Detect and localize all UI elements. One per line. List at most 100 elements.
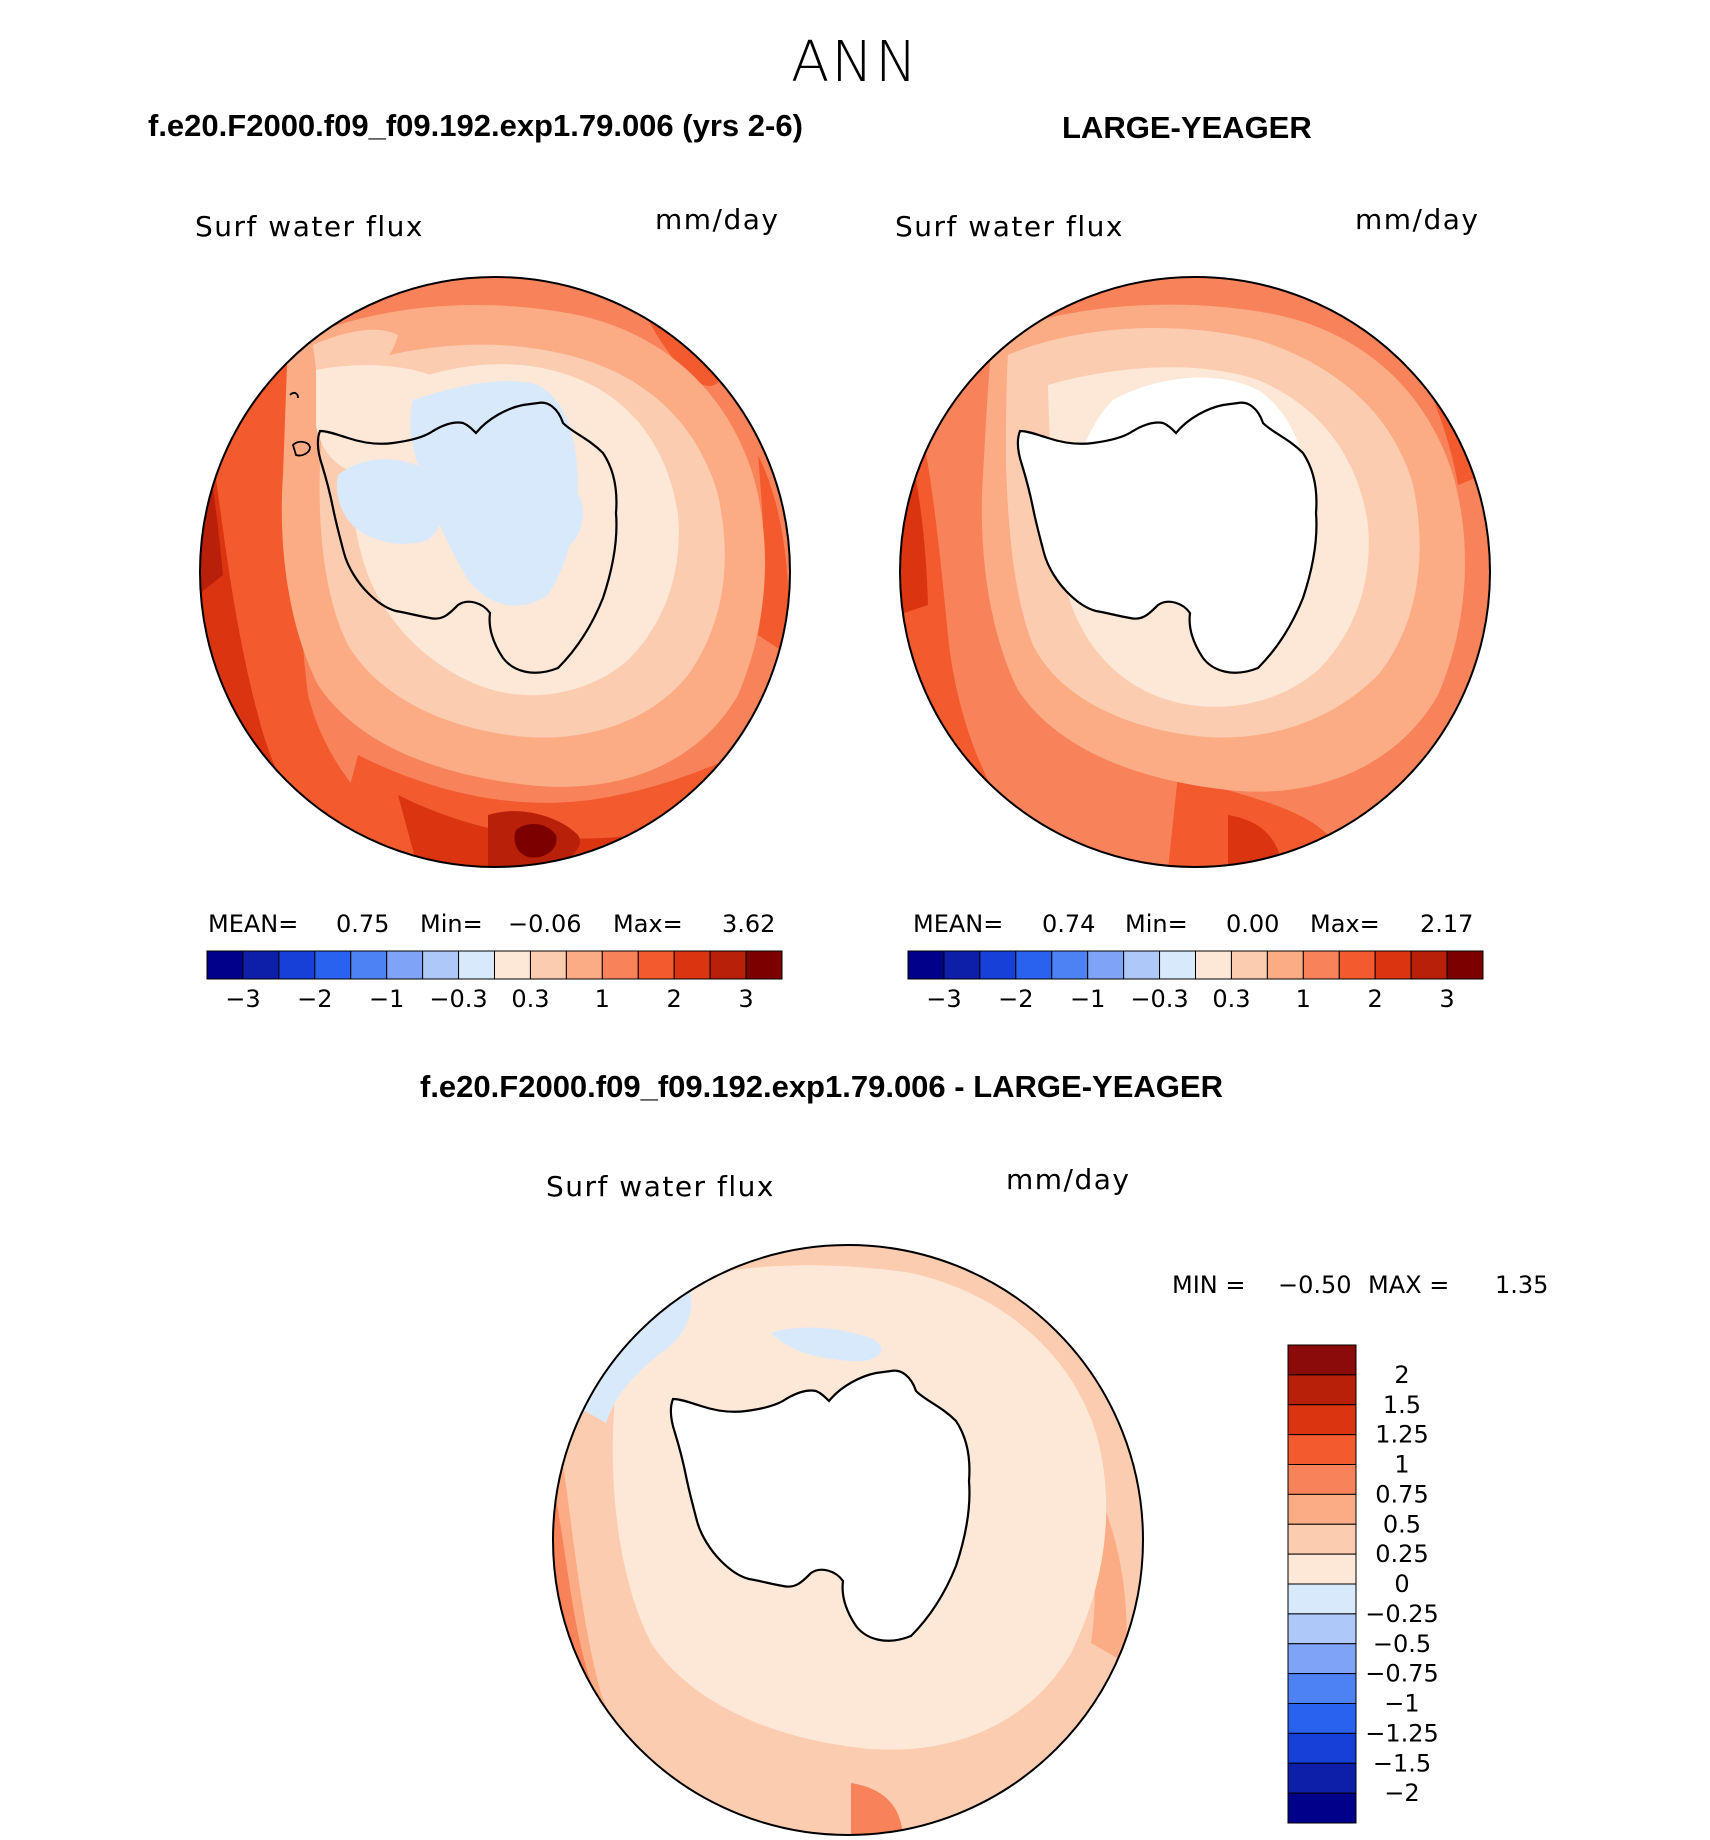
right-mean-label: MEAN= <box>913 910 1004 938</box>
left-colorbar-swatch <box>637 950 675 980</box>
left-colorbar-swatch <box>709 950 747 980</box>
right-max-label: Max= <box>1310 910 1380 938</box>
right-colorbar-swatch <box>1230 950 1268 980</box>
right-colorbar-swatch <box>1195 950 1232 980</box>
left-colorbar-swatch <box>673 950 711 980</box>
diff-colorbar-tick-label: 0.75 <box>1375 1480 1428 1508</box>
figure-title: ANN <box>790 30 920 95</box>
left-colorbar-tick-label: −2 <box>297 985 332 1013</box>
diff-colorbar-swatch <box>1287 1464 1357 1495</box>
diff-colorbar-swatch <box>1287 1732 1357 1764</box>
left-max-value: 3.62 <box>722 910 776 938</box>
left-colorbar-swatch <box>529 950 567 980</box>
left-mean-label: MEAN= <box>208 910 299 938</box>
right-colorbar-tick-label: −2 <box>998 985 1033 1013</box>
left-colorbar: −3 −2 −1 −0.3 0.3 1 2 3 <box>206 950 783 1013</box>
diff-min-label: MIN = <box>1172 1271 1246 1299</box>
diff-colorbar-tick-label: −0.25 <box>1365 1600 1439 1628</box>
right-colorbar-swatch <box>1266 950 1304 980</box>
left-colorbar-swatch <box>242 950 280 980</box>
diff-colorbar-tick-label: −0.5 <box>1373 1630 1431 1658</box>
right-min-value: 0.00 <box>1226 910 1280 938</box>
diff-colorbar-tick-label: −1.5 <box>1373 1749 1431 1777</box>
right-colorbar-swatch <box>1087 950 1125 980</box>
diff-colorbar-swatch <box>1287 1583 1357 1615</box>
right-panel-title: LARGE-YEAGER <box>1062 110 1312 145</box>
right-colorbar-tick-label: −3 <box>926 985 961 1013</box>
diff-colorbar-swatch <box>1287 1344 1357 1376</box>
diff-colorbar-swatch <box>1287 1703 1357 1734</box>
diff-colorbar-tick-label: 0 <box>1394 1570 1409 1598</box>
right-colorbar-swatch <box>1446 950 1484 980</box>
diff-colorbar-tick-label: −1.25 <box>1365 1719 1439 1747</box>
left-colorbar-tick-label: 1 <box>595 985 610 1013</box>
right-colorbar-swatch <box>943 950 981 980</box>
diff-colorbar-swatch <box>1287 1673 1357 1704</box>
diff-colorbar-tick-label: 0.25 <box>1375 1540 1428 1568</box>
right-colorbar-swatch <box>1338 950 1376 980</box>
diff-colorbar-swatch <box>1287 1523 1357 1555</box>
right-colorbar-swatch <box>1302 950 1340 980</box>
diff-variable-label: Surf water flux <box>546 1170 775 1203</box>
left-colorbar-swatch <box>350 950 388 980</box>
right-colorbar-tick-label: 1 <box>1296 985 1311 1013</box>
diff-units-label: mm/day <box>1006 1163 1131 1196</box>
right-colorbar-swatch <box>907 950 945 980</box>
diff-colorbar: 21.51.2510.750.50.250−0.25−0.5−0.75−1−1.… <box>1287 1344 1439 1824</box>
diff-colorbar-swatch <box>1287 1493 1357 1525</box>
right-colorbar-tick-label: 2 <box>1368 985 1383 1013</box>
right-colorbar-swatch <box>1015 950 1053 980</box>
left-variable-label: Surf water flux <box>195 210 424 243</box>
left-colorbar-swatch <box>565 950 603 980</box>
right-variable-label: Surf water flux <box>895 210 1124 243</box>
diff-colorbar-swatch <box>1287 1792 1357 1824</box>
diff-max-value: 1.35 <box>1495 1271 1549 1299</box>
left-mean-value: 0.75 <box>336 910 390 938</box>
left-colorbar-tick-label: −3 <box>225 985 260 1013</box>
left-colorbar-tick-label: −1 <box>369 985 404 1013</box>
diff-colorbar-swatch <box>1287 1613 1357 1645</box>
diff-colorbar-tick-label: −2 <box>1384 1779 1419 1807</box>
right-colorbar-swatch <box>979 950 1017 980</box>
diff-colorbar-tick-label: 1.25 <box>1375 1421 1428 1449</box>
right-colorbar-swatch <box>1374 950 1412 980</box>
diff-colorbar-swatch <box>1287 1434 1357 1465</box>
diff-colorbar-swatch <box>1287 1374 1357 1406</box>
left-colorbar-swatch <box>278 950 316 980</box>
diff-min-value: −0.50 <box>1278 1271 1352 1299</box>
right-colorbar-swatch <box>1051 950 1089 980</box>
left-colorbar-swatch <box>745 950 783 980</box>
diff-colorbar-swatch <box>1287 1553 1357 1585</box>
left-colorbar-tick-label: 0.3 <box>511 985 549 1013</box>
left-max-label: Max= <box>613 910 683 938</box>
left-colorbar-tick-label: 2 <box>667 985 682 1013</box>
diff-colorbar-tick-label: 1.5 <box>1383 1391 1421 1419</box>
diff-colorbar-swatch <box>1287 1404 1357 1436</box>
left-colorbar-swatch <box>206 950 244 980</box>
right-colorbar-tick-label: −1 <box>1070 985 1105 1013</box>
right-units-label: mm/day <box>1355 203 1480 236</box>
right-max-value: 2.17 <box>1420 910 1474 938</box>
diff-colorbar-tick-label: −1 <box>1384 1690 1419 1718</box>
left-colorbar-swatch <box>458 950 495 980</box>
left-units-label: mm/day <box>655 203 780 236</box>
right-min-label: Min= <box>1125 910 1188 938</box>
right-mean-value: 0.74 <box>1042 910 1096 938</box>
left-colorbar-swatch <box>601 950 639 980</box>
right-colorbar-tick-label: 0.3 <box>1212 985 1250 1013</box>
left-colorbar-swatch <box>494 950 531 980</box>
right-colorbar: −3 −2 −1 −0.3 0.3 1 2 3 <box>907 950 1484 1013</box>
diff-colorbar-swatch <box>1287 1762 1357 1794</box>
diff-max-label: MAX = <box>1368 1271 1450 1299</box>
left-colorbar-swatch <box>422 950 460 980</box>
diff-colorbar-tick-label: 1 <box>1394 1451 1409 1479</box>
left-min-label: Min= <box>420 910 483 938</box>
left-colorbar-swatch <box>314 950 352 980</box>
diff-map <box>552 1244 1144 1836</box>
left-colorbar-tick-label: 3 <box>738 985 753 1013</box>
diff-colorbar-tick-label: −0.75 <box>1365 1660 1439 1688</box>
right-map <box>899 276 1491 868</box>
right-colorbar-tick-label: 3 <box>1439 985 1454 1013</box>
left-min-value: −0.06 <box>508 910 582 938</box>
right-colorbar-swatch <box>1123 950 1161 980</box>
